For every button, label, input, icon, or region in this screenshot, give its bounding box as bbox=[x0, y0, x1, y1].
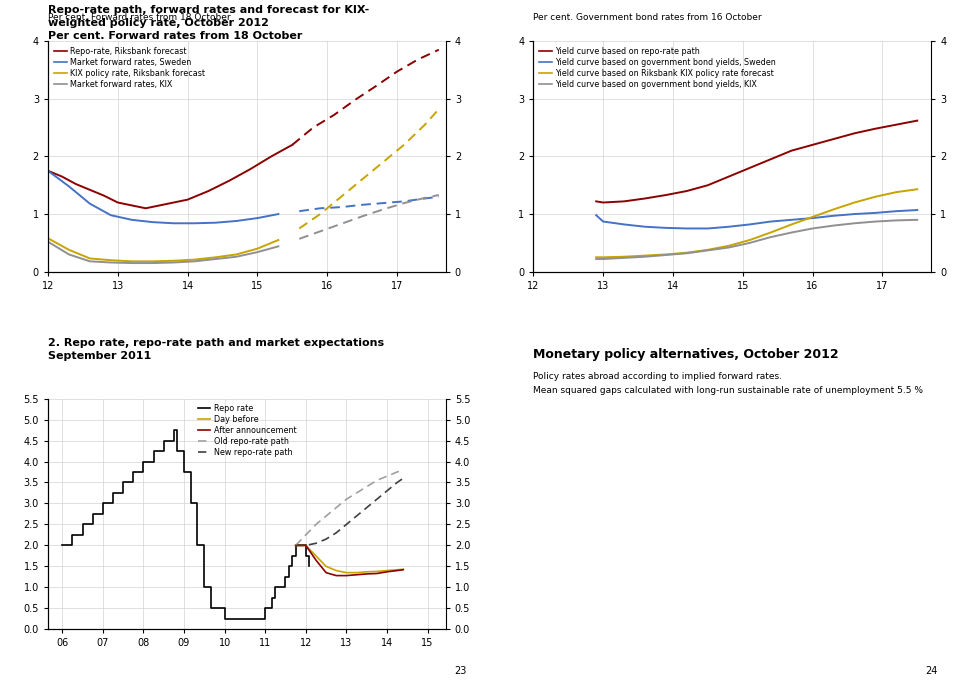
Text: Monetary policy alternatives, October 2012: Monetary policy alternatives, October 20… bbox=[534, 348, 839, 361]
Text: Per cent. Government bond rates from 16 October: Per cent. Government bond rates from 16 … bbox=[534, 13, 762, 22]
Text: Sources: National sources, Reuters EcoWin, the Riksbank and own calculations: Sources: National sources, Reuters EcoWi… bbox=[557, 655, 874, 664]
Legend: Repo-rate, Riksbank forecast, Market forward rates, Sweden, KIX policy rate, Rik: Repo-rate, Riksbank forecast, Market for… bbox=[52, 45, 206, 90]
Text: Repo-rate path, forward rates and forecast for KIX-
weighted policy rate, Octobe: Repo-rate path, forward rates and foreca… bbox=[48, 5, 370, 41]
Legend: Yield curve based on repo-rate path, Yield curve based on government bond yields: Yield curve based on repo-rate path, Yie… bbox=[538, 45, 778, 90]
Text: Mean squared gaps calculated with long-run sustainable rate of unemployment 5.5 : Mean squared gaps calculated with long-r… bbox=[534, 386, 924, 395]
Text: 24: 24 bbox=[925, 666, 937, 676]
Text: Sources: National sources, Reuters EcoWin, the Riksbank and own calculations: Sources: National sources, Reuters EcoWi… bbox=[96, 655, 413, 664]
Text: 2. Repo rate, repo-rate path and market expectations
September 2011: 2. Repo rate, repo-rate path and market … bbox=[48, 338, 384, 361]
Text: Per cent. Forward rates from 18 October: Per cent. Forward rates from 18 October bbox=[48, 13, 230, 22]
Text: 23: 23 bbox=[455, 666, 467, 676]
Legend: Repo rate, Day before, After announcement, Old repo-rate path, New repo-rate pat: Repo rate, Day before, After announcemen… bbox=[196, 403, 298, 459]
Text: Policy rates abroad according to implied forward rates.: Policy rates abroad according to implied… bbox=[534, 373, 782, 382]
